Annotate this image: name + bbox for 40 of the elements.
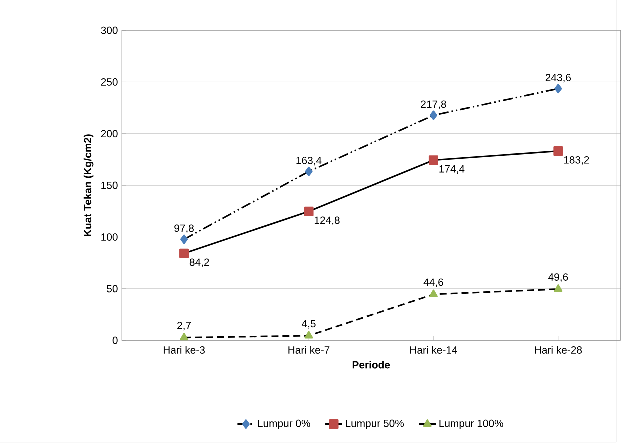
- data-label: 49,6: [548, 274, 568, 282]
- y-axis-title: Kuat Tekan (Kg/cm2): [84, 134, 94, 237]
- data-label: 2,7: [178, 322, 192, 331]
- point: [428, 156, 438, 166]
- point: [304, 331, 314, 339]
- data-label: 243,6: [546, 74, 572, 83]
- legend-label: Lumpur 50%: [346, 420, 404, 430]
- data-label: 44,6: [424, 278, 444, 288]
- data-label: 183,2: [564, 156, 590, 166]
- point: [554, 84, 562, 94]
- y-tick-label: 0: [112, 337, 118, 344]
- x-tick-label: Hari ke-7: [288, 346, 330, 354]
- y-tick-label: 250: [101, 78, 118, 86]
- x-tick-label: Hari ke-28: [535, 346, 582, 354]
- point: [180, 249, 190, 259]
- point: [180, 234, 188, 244]
- y-tick-label: 300: [101, 27, 118, 34]
- y-tick-label: 200: [101, 130, 118, 138]
- point: [429, 290, 438, 298]
- point: [305, 167, 313, 177]
- legend-label: Lumpur 100%: [440, 420, 504, 430]
- data-label: 217,8: [421, 100, 446, 110]
- data-label: 97,8: [174, 224, 194, 234]
- data-label: 4,5: [302, 320, 316, 329]
- point: [430, 110, 438, 120]
- data-label: 174,4: [440, 166, 465, 174]
- data-label: 163,4: [296, 157, 322, 166]
- data-label: 84,2: [190, 258, 210, 268]
- point: [180, 333, 189, 341]
- x-tick-label: Hari ke-14: [410, 346, 458, 354]
- legend-label: Lumpur 0%: [258, 420, 310, 430]
- data-label: 124,8: [314, 216, 340, 226]
- y-tick-label: 50: [107, 285, 118, 293]
- point: [554, 284, 563, 292]
- point: [554, 146, 564, 156]
- x-tick-label: Hari ke-3: [164, 346, 205, 354]
- y-tick-label: 150: [102, 182, 118, 190]
- point: [304, 207, 314, 217]
- x-axis-title: Periode: [352, 361, 390, 369]
- y-tick-label: 100: [102, 234, 118, 242]
